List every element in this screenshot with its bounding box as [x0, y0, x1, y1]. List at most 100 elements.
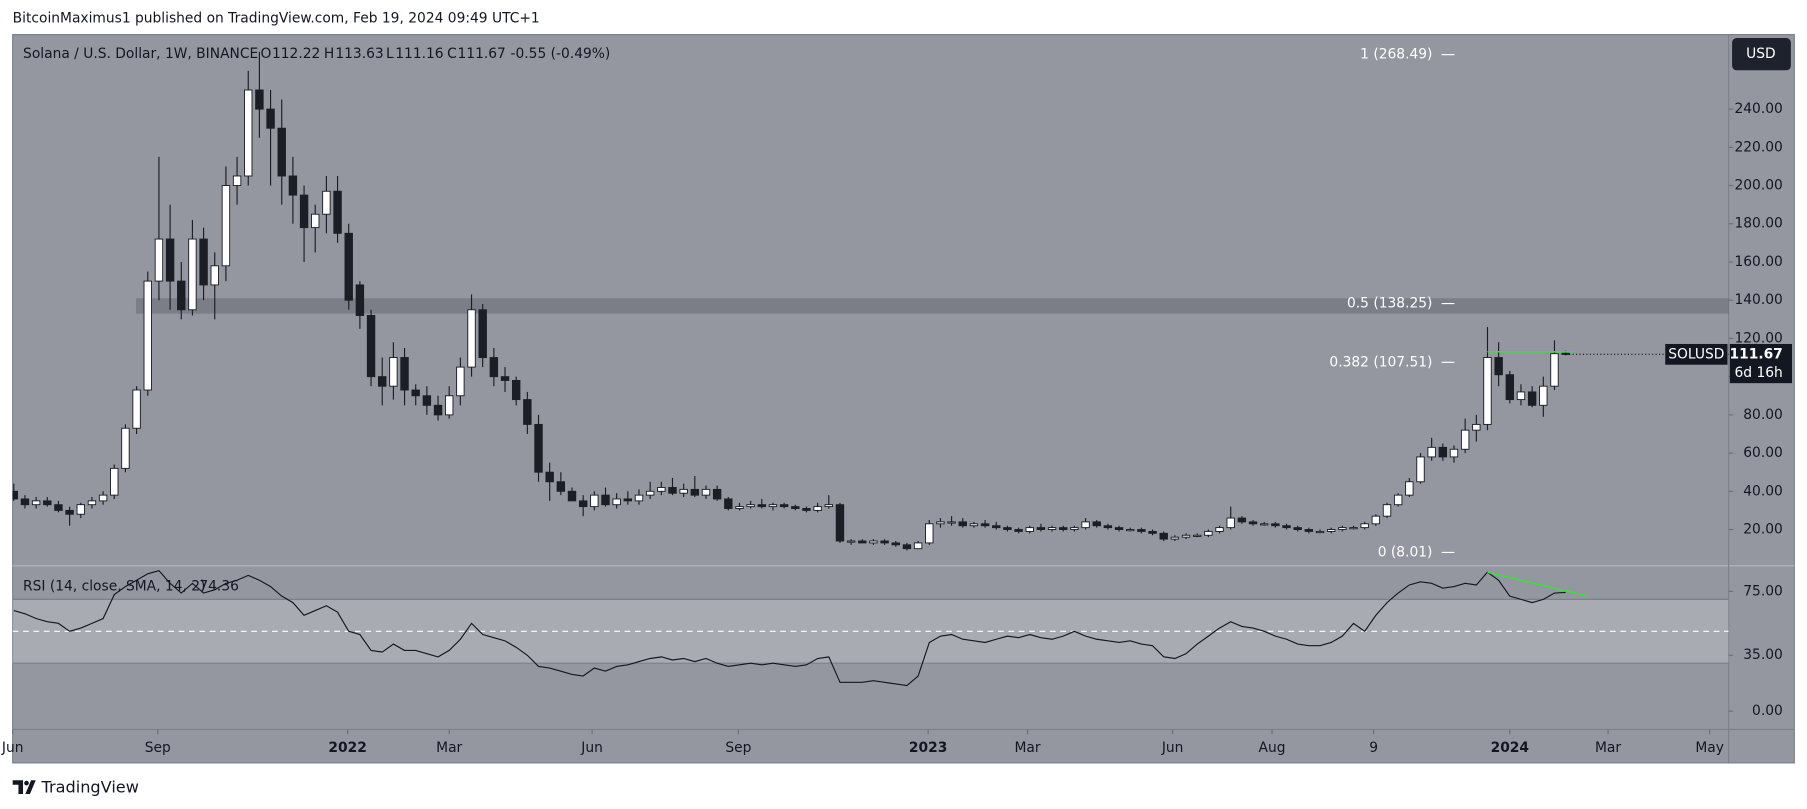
candle — [378, 357, 387, 406]
candle — [712, 485, 722, 501]
candle — [846, 539, 856, 545]
candle-body — [444, 395, 454, 416]
symbol-name: SOLUSD — [1668, 346, 1724, 362]
candle-body — [802, 508, 811, 511]
candle — [534, 414, 543, 482]
price-tag — [1729, 343, 1793, 384]
y-tick-label: 160.00 — [1734, 254, 1782, 270]
candle-body — [1237, 517, 1247, 523]
candle — [500, 367, 510, 392]
candle-body — [355, 284, 365, 316]
candle-body — [143, 280, 152, 391]
candle — [936, 518, 945, 528]
y-tick-label: 180.00 — [1734, 216, 1782, 232]
candle — [1416, 453, 1425, 484]
x-tick-label: Jun — [580, 740, 603, 756]
candle — [400, 347, 409, 406]
candle — [1059, 525, 1068, 532]
candle-body — [311, 213, 320, 229]
candle-body — [1472, 423, 1481, 431]
x-tick-label: Jun — [1161, 740, 1184, 756]
candle — [177, 261, 186, 320]
candle-body — [858, 540, 867, 544]
currency[interactable]: USD — [1746, 46, 1776, 62]
candle-body — [1527, 391, 1537, 406]
candle-body — [333, 190, 342, 234]
candle — [98, 491, 108, 505]
candle-body — [947, 521, 956, 524]
candle — [411, 384, 420, 406]
candle-body — [210, 265, 219, 286]
candle — [578, 495, 588, 517]
l-label: L — [386, 46, 394, 62]
candle — [311, 204, 320, 253]
candle — [65, 506, 74, 526]
candle — [1003, 525, 1012, 532]
c-value: 111.67 — [458, 46, 506, 62]
candle-body — [835, 504, 845, 542]
candle-body — [824, 504, 833, 508]
candle — [1181, 533, 1191, 540]
candle-body — [1204, 530, 1213, 536]
candle-body — [902, 544, 912, 550]
candle — [1438, 443, 1448, 461]
candle-body — [1505, 374, 1515, 401]
resistance-zone — [135, 298, 1729, 314]
candle-body — [1271, 523, 1280, 527]
candle — [835, 502, 845, 543]
price-tag-value: 111.67 — [1729, 346, 1782, 362]
x-tick-label: Jun — [1, 740, 24, 756]
c-label: C — [447, 46, 457, 62]
candle-body — [1003, 527, 1012, 530]
candle-body — [1304, 529, 1314, 532]
candle-body — [1326, 529, 1336, 532]
candle-body — [121, 427, 130, 469]
candle — [444, 386, 454, 419]
candle — [366, 309, 376, 387]
candle — [1103, 523, 1113, 530]
candle — [1304, 527, 1314, 534]
brand-logo-dot — [24, 780, 29, 786]
candle-body — [1259, 523, 1269, 526]
candle-body — [980, 523, 990, 527]
candle-body — [612, 498, 621, 506]
candle — [1539, 376, 1548, 417]
candle-body — [791, 506, 800, 509]
candle-body — [1516, 391, 1526, 401]
candle-body — [757, 504, 767, 508]
candle-body — [31, 500, 41, 506]
rsi-label: RSI (14, close, SMA, 14, 2) — [23, 579, 205, 595]
candle-body — [1405, 481, 1414, 496]
x-tick-label: May — [1695, 740, 1724, 756]
candle-body — [601, 494, 610, 506]
candle-body — [188, 238, 197, 311]
candle — [1137, 527, 1146, 534]
candle-body — [958, 521, 967, 527]
candle-body — [467, 309, 476, 368]
candle-body — [221, 185, 231, 267]
candle-body — [98, 494, 108, 502]
change: -0.55 (-0.49%) — [511, 46, 611, 62]
candle — [1226, 506, 1235, 530]
candle-body — [1070, 527, 1079, 530]
candle — [1326, 527, 1336, 534]
candle-body — [1114, 527, 1124, 530]
candle-body — [1170, 536, 1180, 540]
candle — [992, 521, 1001, 530]
currency-button[interactable] — [1732, 38, 1791, 71]
brand: TradingView — [12, 778, 139, 797]
candle — [1114, 525, 1124, 532]
candle-body — [701, 488, 711, 496]
candle — [277, 99, 286, 205]
candle-body — [433, 404, 443, 416]
x-tick-label: Aug — [1259, 740, 1286, 756]
candle — [76, 502, 85, 519]
candle-body — [255, 89, 264, 110]
candle-body — [1282, 525, 1291, 529]
candle — [1014, 527, 1023, 534]
candle-body — [1293, 527, 1302, 530]
candle — [1483, 326, 1492, 431]
candle — [344, 223, 353, 310]
candle — [902, 542, 912, 551]
candle — [489, 347, 499, 387]
